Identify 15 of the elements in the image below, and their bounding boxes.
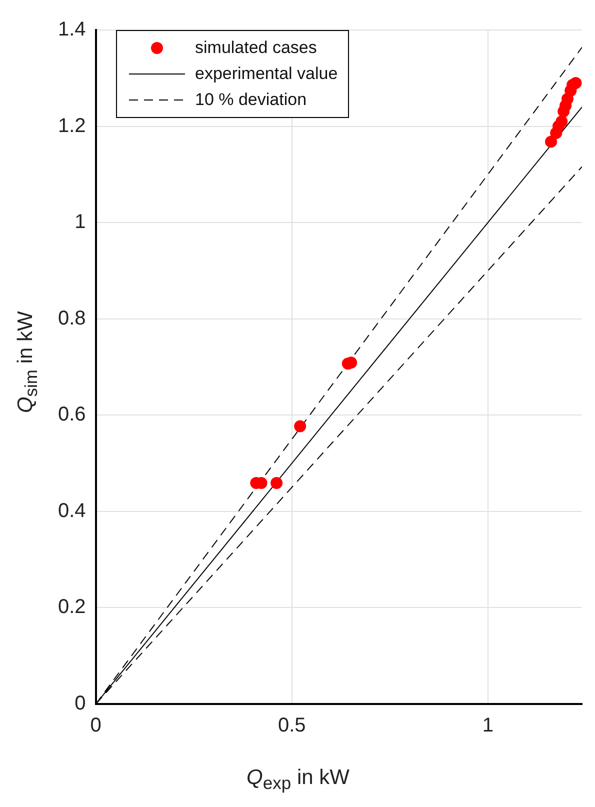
legend-label: experimental value bbox=[195, 64, 338, 84]
x-tick-label: 0.5 bbox=[278, 714, 306, 737]
legend-label: 10 % deviation bbox=[195, 90, 307, 110]
legend-label: simulated cases bbox=[195, 38, 317, 58]
y-tick-label: 1 bbox=[74, 211, 86, 234]
y-tick-label: 1.4 bbox=[58, 18, 86, 41]
y-tick-label: 1.2 bbox=[58, 114, 86, 137]
y-tick-label: 0.2 bbox=[58, 596, 86, 618]
y-tick-label: 0.4 bbox=[58, 500, 86, 522]
x-tick-label: 0 bbox=[90, 714, 102, 737]
x-axis-title: Q$_{exp}$ in kW bbox=[246, 766, 350, 794]
y-tick-label: 0.8 bbox=[58, 307, 86, 330]
x-tick-label: 1 bbox=[482, 714, 494, 737]
y-tick-label: 0.6 bbox=[58, 404, 86, 426]
y-tick-label: 0 bbox=[74, 692, 86, 715]
